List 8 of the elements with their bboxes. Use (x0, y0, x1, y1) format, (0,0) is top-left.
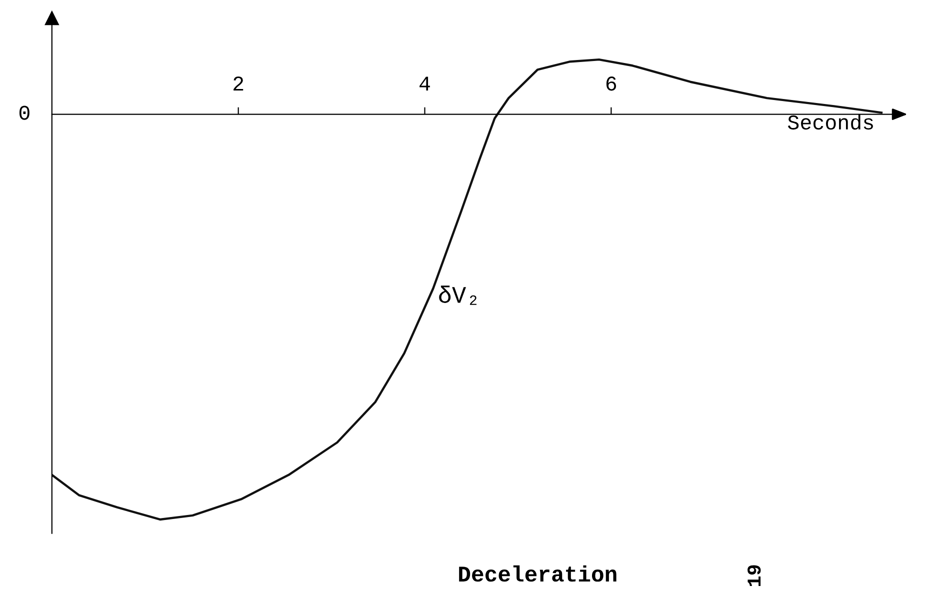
text: 0 (19, 106, 30, 120)
x-axis-title: Seconds (788, 114, 873, 130)
x-tick-label: 2 (234, 76, 244, 90)
x-tick-label: 4 (420, 76, 430, 90)
series-label: δV₂ (439, 286, 476, 305)
text: Deceleration (459, 565, 616, 582)
text: 19 (748, 565, 761, 586)
x-tick-label: 6 (606, 76, 616, 91)
